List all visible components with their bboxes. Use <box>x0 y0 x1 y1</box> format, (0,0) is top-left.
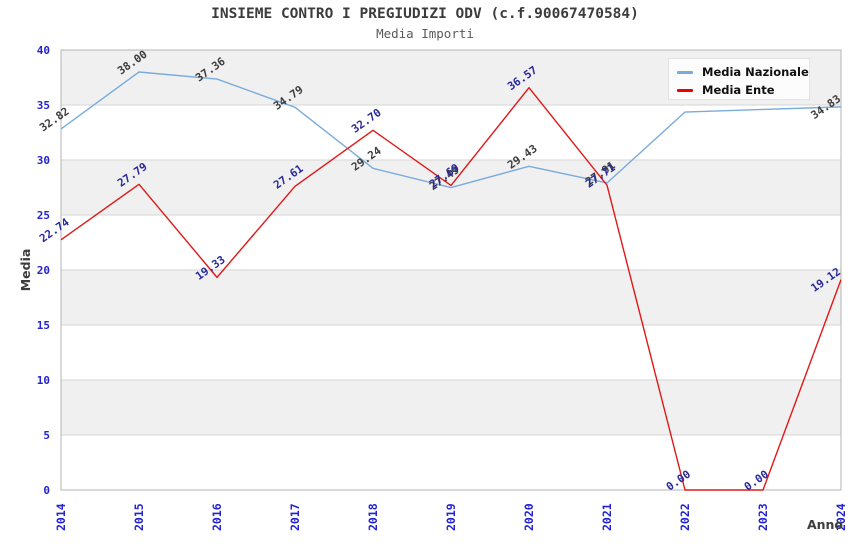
legend-label-nazionale: Media Nazionale <box>702 65 809 79</box>
y-tick-label: 10 <box>37 374 50 387</box>
y-axis-title: Media <box>18 249 33 292</box>
y-tick-label: 20 <box>37 264 50 277</box>
x-tick-label: 2019 <box>444 503 458 531</box>
y-tick-label: 25 <box>37 209 50 222</box>
legend-item-media-nazionale: Media Nazionale <box>677 63 809 81</box>
y-tick-label: 0 <box>43 484 50 497</box>
band-gray <box>61 380 841 435</box>
x-tick-label: 2020 <box>522 503 536 531</box>
band-gray <box>61 270 841 325</box>
plot-border <box>60 49 842 491</box>
x-tick-label: 2024 <box>834 503 848 531</box>
legend-label-ente: Media Ente <box>702 83 775 97</box>
y-tick-label: 30 <box>37 154 50 167</box>
chart-subtitle: Media Importi <box>376 26 474 41</box>
x-tick-label: 2023 <box>756 503 770 531</box>
y-tick-label: 40 <box>37 44 50 57</box>
x-tick-label: 2015 <box>132 503 146 531</box>
x-tick-label: 2021 <box>600 503 614 531</box>
x-tick-label: 2016 <box>210 503 224 531</box>
legend: Media Nazionale Media Ente <box>668 58 810 100</box>
y-tick-label: 35 <box>37 99 50 112</box>
legend-item-media-ente: Media Ente <box>677 81 801 99</box>
series-line-media-ente <box>60 87 842 491</box>
nazionale-line-swatch-icon <box>677 70 693 74</box>
y-tick-label: 5 <box>43 429 50 442</box>
x-tick-label: 2014 <box>54 503 68 531</box>
y-tick-label: 15 <box>37 319 50 332</box>
chart-title: INSIEME CONTRO I PREGIUDIZI ODV (c.f.900… <box>211 6 639 22</box>
series-line-media-nazionale <box>60 71 842 189</box>
x-tick-label: 2022 <box>678 503 692 531</box>
x-tick-label: 2018 <box>366 503 380 531</box>
data-label: 32.70 <box>349 106 384 136</box>
x-axis-title: Anno <box>807 517 843 532</box>
ente-line-swatch-icon <box>677 88 693 92</box>
x-tick-label: 2017 <box>288 503 302 531</box>
